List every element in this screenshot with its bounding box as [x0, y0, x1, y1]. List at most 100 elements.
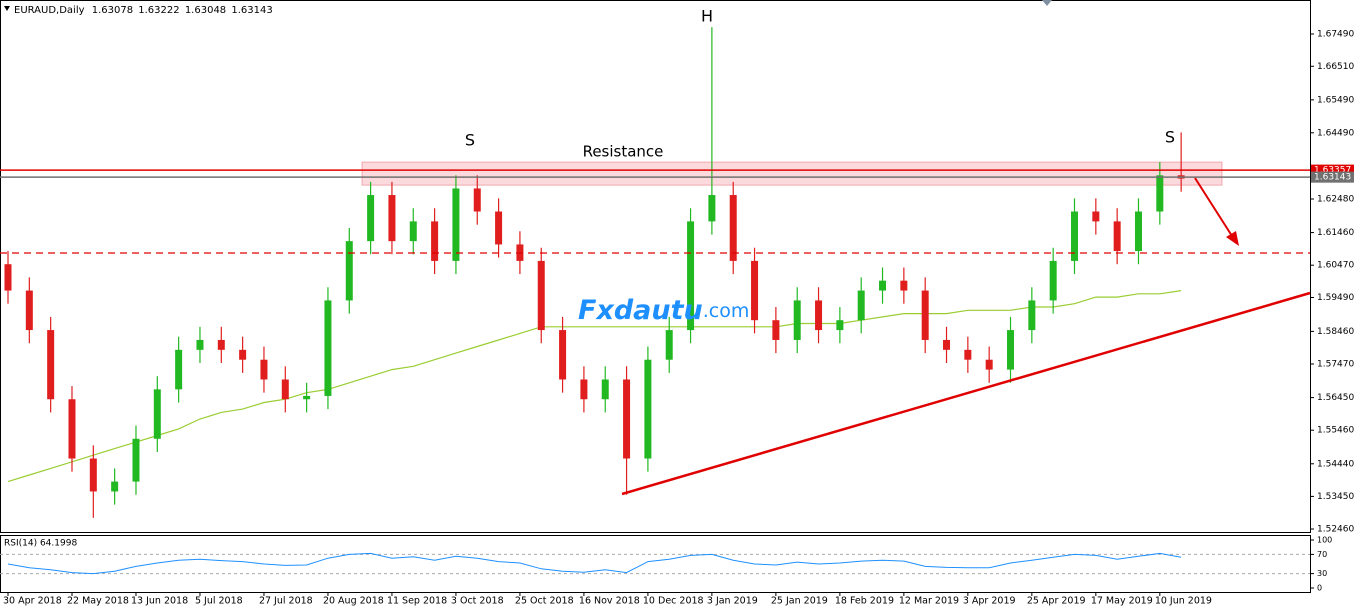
y-tick-label: 1.67490 [1317, 29, 1354, 39]
resistance-label: Resistance [583, 143, 664, 161]
y-tick-label: 1.59490 [1317, 293, 1354, 303]
header-high: 1.63222 [138, 5, 179, 16]
header-open: 1.63078 [92, 5, 133, 16]
watermark-brand: Fxdautu [578, 295, 703, 326]
candle-body [111, 481, 119, 492]
candle-body [495, 211, 503, 245]
y-tick-label: 1.66510 [1317, 62, 1354, 72]
candle-body [665, 330, 673, 360]
annotation-head: H [701, 7, 713, 26]
x-tick-label: 13 Jun 2018 [131, 596, 188, 607]
y-tick-label: 1.57470 [1317, 359, 1354, 369]
y-tick-label: 1.56450 [1317, 393, 1354, 403]
candle-body [260, 359, 268, 380]
candle-body [1113, 221, 1121, 252]
candle-body [580, 379, 588, 400]
x-tick-label: 25 Oct 2018 [515, 596, 574, 607]
candle-body [47, 330, 55, 400]
x-tick-label: 25 Apr 2019 [1027, 596, 1086, 607]
x-tick-label: 22 May 2018 [67, 596, 129, 607]
candle-body [303, 395, 311, 400]
candle-body [836, 320, 844, 331]
candle-body [879, 280, 887, 291]
candle-body [793, 300, 801, 340]
arrow-head [1226, 231, 1239, 246]
candle-body [68, 399, 76, 459]
y-tick-label: 1.64490 [1317, 128, 1354, 138]
header-low: 1.63048 [185, 5, 226, 16]
candle-body [239, 349, 247, 360]
plot-layer: 1.67490 1.66510 1.65490 1.64490 1.62480 1.614… [0, 27, 1354, 607]
candle-body [1092, 211, 1100, 222]
main-panel [0, 0, 1311, 533]
candle-body [25, 290, 33, 331]
symbol-title: EURAUD,Daily [14, 5, 85, 16]
trend-line [621, 291, 1311, 496]
y-tick-label: 1.58460 [1317, 327, 1354, 337]
y-tick-label: 1.54440 [1317, 459, 1354, 469]
candle-body [751, 260, 759, 321]
candle-body [1028, 300, 1036, 331]
x-tick-label: 3 Oct 2018 [451, 596, 504, 607]
candle-body [1156, 175, 1164, 212]
annotation-left-shoulder: S [465, 131, 475, 150]
candle-body [452, 188, 460, 261]
candle-body [153, 389, 161, 439]
candle-body [4, 264, 12, 291]
y-tick-label: 1.52460 [1317, 525, 1354, 535]
candle-body [1071, 211, 1078, 261]
candle-body [473, 188, 481, 212]
x-tick-label: 18 Feb 2019 [835, 596, 894, 607]
y-tick-label: 70 [1317, 550, 1327, 559]
x-tick-label: 25 Jan 2019 [771, 596, 828, 607]
candle-body [708, 195, 716, 222]
candle-body [559, 330, 567, 380]
candle-body [196, 339, 204, 350]
x-tick-label: 10 Dec 2018 [643, 596, 704, 607]
candle-body [623, 379, 631, 459]
candle-body [921, 290, 929, 340]
candle-body [857, 290, 865, 321]
x-tick-label: 5 Jul 2018 [195, 596, 243, 607]
candle-body [324, 300, 332, 396]
candle-body [175, 349, 183, 390]
candle-body [815, 300, 823, 331]
candle-body [537, 260, 545, 331]
x-tick-label: 10 Jun 2019 [1155, 596, 1212, 607]
price-level-label: 1.63143 [1314, 173, 1351, 183]
y-tick-label: 1.62480 [1317, 194, 1354, 204]
header-close: 1.63143 [231, 5, 272, 16]
candle-body [89, 458, 97, 492]
moving-average [7, 290, 1182, 483]
candle-body [900, 280, 908, 291]
candle-body [431, 221, 439, 261]
rsi-title: RSI(14) 64.1998 [4, 539, 77, 549]
x-tick-label: 3 Apr 2019 [963, 596, 1016, 607]
arrow-shaft [1194, 177, 1233, 237]
x-tick-label: 12 Mar 2019 [899, 596, 959, 607]
y-tick-label: 100 [1317, 536, 1332, 545]
x-tick-label: 30 Apr 2018 [3, 596, 62, 607]
candle-body [729, 195, 737, 261]
x-tick-label: 17 May 2019 [1091, 596, 1153, 607]
candle-body [964, 349, 972, 360]
price-level-box [1311, 171, 1354, 183]
candle-body [388, 195, 396, 242]
candle-body [409, 221, 417, 242]
resistance-zone [361, 161, 1223, 186]
candle-body [345, 241, 353, 301]
x-tick-label: 27 Jul 2018 [259, 596, 313, 607]
candle-body [985, 359, 993, 370]
candle-body [601, 379, 609, 400]
x-tick-label: 16 Nov 2018 [579, 596, 640, 607]
candle-body [1007, 330, 1015, 370]
chart-header: EURAUD,Daily 1.63078 1.63222 1.63048 1.6… [14, 5, 273, 16]
candle-body [687, 221, 695, 331]
y-tick-label: 1.60470 [1317, 261, 1354, 271]
price-level-label: 1.63357 [1314, 166, 1351, 176]
rsi-panel [0, 535, 1311, 593]
candle-body [772, 320, 780, 340]
y-tick-label: 1.53450 [1317, 492, 1354, 502]
